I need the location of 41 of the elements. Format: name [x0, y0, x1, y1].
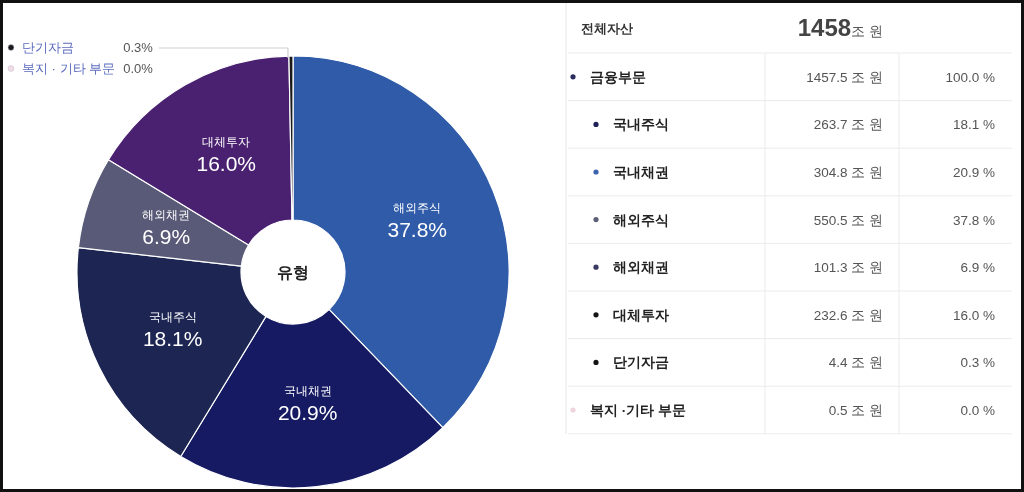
slice-label: 대체투자	[202, 134, 251, 149]
data-label: 304.8 조 원	[813, 165, 883, 180]
data-label: 0.0 %	[960, 403, 995, 418]
data-label: 20.9%	[277, 401, 338, 425]
category-label: 복지 ·기타 부문	[590, 403, 686, 418]
data-label: 18.1%	[142, 326, 203, 350]
text: 전체자산	[581, 21, 633, 36]
category-label: 해외주식	[613, 212, 669, 228]
text: 1458조 원	[797, 14, 883, 41]
data-label: 37.8%	[387, 217, 448, 241]
category-label: 금융부문	[590, 69, 646, 85]
slice-label: 국내채권	[283, 384, 332, 399]
data-label: 0.5 조 원	[828, 403, 883, 418]
category-label: 대체투자	[613, 307, 669, 323]
slice-label: 해외채권	[142, 207, 191, 222]
data-label: 4.4 조 원	[828, 355, 883, 371]
text: 유형	[277, 264, 309, 281]
data-label: 1457.5 조 원	[806, 69, 883, 85]
category-label: 국내채권	[613, 165, 669, 180]
data-label: 20.9 %	[952, 165, 995, 180]
data-label: 232.6 조 원	[813, 307, 883, 323]
legend-label: 복지 · 기타 부문	[22, 61, 116, 76]
category-label: 해외채권	[613, 260, 669, 276]
data-label: 0.3%	[123, 40, 154, 55]
data-label: 550.5 조 원	[813, 212, 883, 228]
slice-label: 해외주식	[393, 200, 442, 215]
data-label: 6.9 %	[960, 260, 995, 276]
data-label: 37.8 %	[952, 212, 995, 228]
data-label: 16.0%	[196, 151, 257, 175]
legend-label: 단기자금	[22, 40, 74, 55]
data-label: 16.0 %	[952, 307, 995, 323]
data-label: 100.0 %	[945, 69, 995, 85]
data-label: 101.3 조 원	[813, 260, 883, 276]
slice-label: 국내주식	[148, 309, 197, 324]
data-label: 0.3 %	[960, 355, 995, 371]
data-label: 18.1 %	[952, 117, 995, 133]
text: 0.0%	[123, 61, 153, 76]
data-label: 263.7 조 원	[813, 117, 883, 133]
category-label: 단기자금	[613, 355, 669, 371]
data-label: 6.9%	[142, 224, 191, 248]
category-label: 국내주식	[613, 117, 669, 133]
